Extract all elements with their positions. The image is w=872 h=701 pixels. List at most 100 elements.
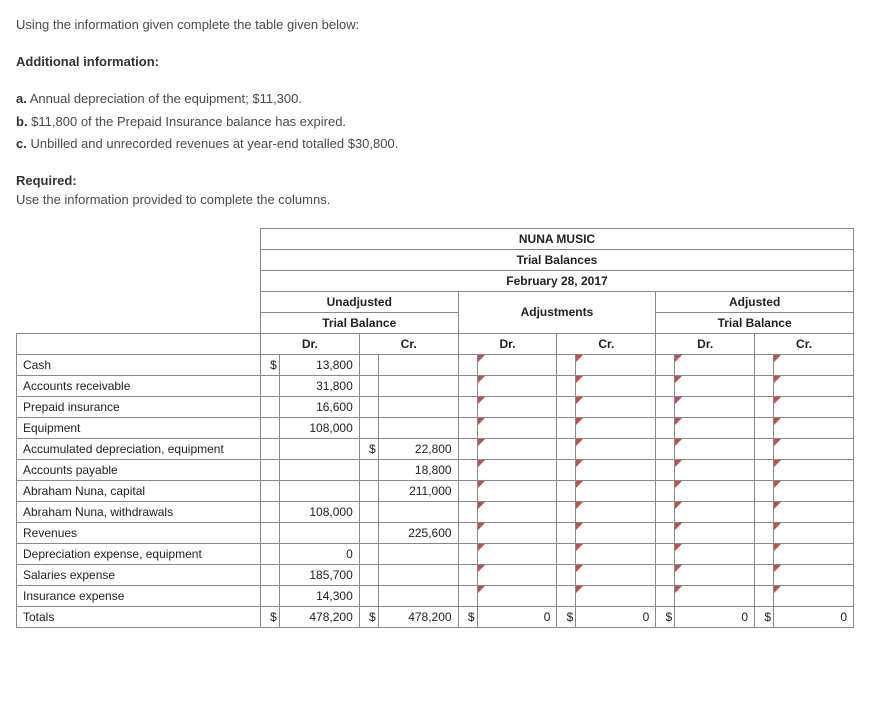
adjm-dr-input[interactable] [477,480,557,501]
adjm-dr-input[interactable] [477,501,557,522]
adjm-dr-input[interactable] [477,543,557,564]
unadj-cr-value [378,396,458,417]
adjd-dr-input[interactable] [675,585,755,606]
adjm-dr-input[interactable] [477,564,557,585]
adjd-cr-input[interactable] [774,522,854,543]
account-name: Salaries expense [17,564,261,585]
unadj-cr-value [378,585,458,606]
account-name: Cash [17,354,261,375]
totals-unadj-cr: 478,200 [378,606,458,627]
col-adjd-dr: Dr. [656,333,755,354]
account-name: Depreciation expense, equipment [17,543,261,564]
adjm-cr-input[interactable] [576,480,656,501]
account-name: Prepaid insurance [17,396,261,417]
unadj-dr-value: 14,300 [279,585,359,606]
col-adjm-cr: Cr. [557,333,656,354]
unadj-cr-value: 18,800 [378,459,458,480]
adjm-dr-input[interactable] [477,375,557,396]
unadj-cr-value [378,354,458,375]
adjd-cr-input[interactable] [774,501,854,522]
table-title-report: Trial Balances [260,249,853,270]
unadj-cr-value: 211,000 [378,480,458,501]
unadj-dr-value: 13,800 [279,354,359,375]
info-item-a: a. Annual depreciation of the equipment;… [16,90,856,109]
table-row-totals: Totals $ 478,200 $ 478,200 $ 0 $ 0 $ 0 $… [17,606,854,627]
table-row: Accounts payable18,800 [17,459,854,480]
adjd-dr-input[interactable] [675,396,755,417]
col-group-adjustments: Adjustments [458,291,656,333]
adjm-dr-input[interactable] [477,459,557,480]
unadj-dr-value [279,522,359,543]
problem-statement: Using the information given complete the… [16,16,856,210]
totals-label: Totals [17,606,261,627]
adjd-dr-input[interactable] [675,522,755,543]
adjd-dr-input[interactable] [675,501,755,522]
adjm-dr-input[interactable] [477,522,557,543]
table-row: Salaries expense 185,700 [17,564,854,585]
unadj-cr-value [378,543,458,564]
adjd-cr-input[interactable] [774,564,854,585]
adjd-dr-input[interactable] [675,375,755,396]
adjm-dr-input[interactable] [477,417,557,438]
unadj-cr-value: 225,600 [378,522,458,543]
col-unadj-cr: Cr. [359,333,458,354]
adjm-cr-input[interactable] [576,543,656,564]
table-row: Revenues225,600 [17,522,854,543]
adjd-cr-input[interactable] [774,585,854,606]
adjd-cr-input[interactable] [774,354,854,375]
adjm-cr-input[interactable] [576,585,656,606]
adjm-cr-input[interactable] [576,438,656,459]
account-name: Accumulated depreciation, equipment [17,438,261,459]
adjm-cr-input[interactable] [576,417,656,438]
totals-adjd-dr: 0 [675,606,755,627]
col-group-adjusted-2: Trial Balance [656,312,854,333]
totals-adjd-cr: 0 [774,606,854,627]
adjm-cr-input[interactable] [576,522,656,543]
adjm-dr-input[interactable] [477,354,557,375]
adjd-dr-input[interactable] [675,354,755,375]
unadj-dr-value: 185,700 [279,564,359,585]
adjd-dr-input[interactable] [675,438,755,459]
col-group-unadjusted: Unadjusted [260,291,458,312]
adjm-cr-input[interactable] [576,459,656,480]
adjd-cr-input[interactable] [774,417,854,438]
adjd-dr-input[interactable] [675,459,755,480]
table-row: Cash$13,800 [17,354,854,375]
unadj-dr-value [279,459,359,480]
adjd-cr-input[interactable] [774,438,854,459]
unadj-cr-value: 22,800 [378,438,458,459]
table-row: Accounts receivable31,800 [17,375,854,396]
unadj-dr-value: 108,000 [279,501,359,522]
unadj-dr-value [279,438,359,459]
unadj-dr-value [279,480,359,501]
info-item-c: c. Unbilled and unrecorded revenues at y… [16,135,856,154]
trial-balance-table: NUNA MUSIC Trial Balances February 28, 2… [16,228,854,628]
adjd-cr-input[interactable] [774,396,854,417]
table-row: Equipment108,000 [17,417,854,438]
required-block: Required:Use the information provided to… [16,172,856,210]
adjd-dr-input[interactable] [675,543,755,564]
adjm-cr-input[interactable] [576,354,656,375]
adjd-cr-input[interactable] [774,480,854,501]
adjd-cr-input[interactable] [774,459,854,480]
adjm-cr-input[interactable] [576,396,656,417]
adjd-dr-input[interactable] [675,480,755,501]
account-name: Abraham Nuna, capital [17,480,261,501]
adjm-cr-input[interactable] [576,501,656,522]
col-group-adjusted: Adjusted [656,291,854,312]
adjm-dr-input[interactable] [477,438,557,459]
info-item-b: b. $11,800 of the Prepaid Insurance bala… [16,113,856,132]
adjm-dr-input[interactable] [477,585,557,606]
adjm-cr-input[interactable] [576,375,656,396]
adjm-cr-input[interactable] [576,564,656,585]
totals-unadj-dr: 478,200 [279,606,359,627]
adjd-cr-input[interactable] [774,375,854,396]
totals-adjm-dr: 0 [477,606,557,627]
unadj-cr-value [378,417,458,438]
adjd-cr-input[interactable] [774,543,854,564]
table-row: Abraham Nuna, capital 211,000 [17,480,854,501]
adjm-dr-input[interactable] [477,396,557,417]
adjd-dr-input[interactable] [675,564,755,585]
adjd-dr-input[interactable] [675,417,755,438]
account-name: Accounts receivable [17,375,261,396]
